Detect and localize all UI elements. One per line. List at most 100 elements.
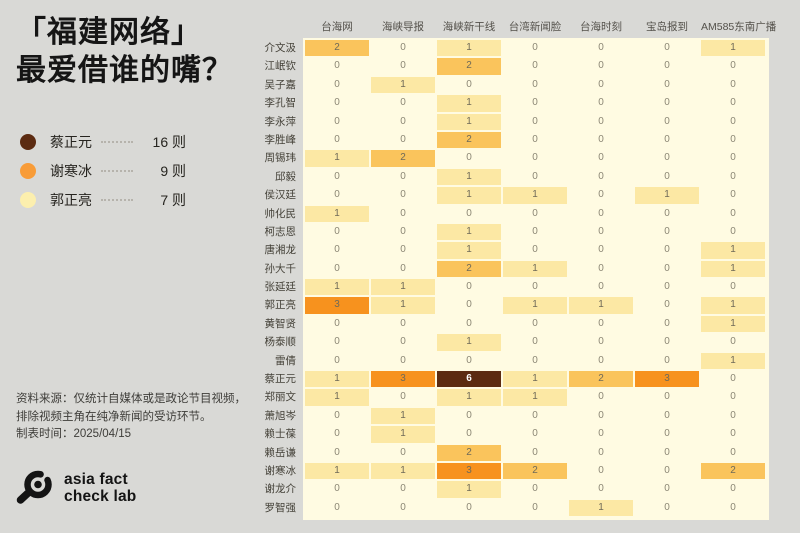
heatmap-cell: 1 <box>701 40 765 57</box>
heatmap-cell: 0 <box>437 426 501 443</box>
heatmap-cell: 0 <box>371 481 435 498</box>
heatmap-cell: 1 <box>437 481 501 498</box>
heatmap-cell: 0 <box>437 76 501 94</box>
heatmap-cell: 6 <box>437 371 501 388</box>
heatmap: 台海网 海峡导报 海峡新干线 台湾新闻脸 台海时刻 宝岛报到 AM585东南广播 介文汲 2 0 1… <box>257 16 776 517</box>
legend-count: 16 则 <box>152 134 186 150</box>
heatmap-cell: 0 <box>569 481 633 498</box>
heatmap-cell: 1 <box>305 205 369 222</box>
heatmap-row-label: 李胜峰 <box>264 133 297 146</box>
heatmap-cell: 0 <box>701 389 765 406</box>
heatmap-cell: 2 <box>437 260 501 278</box>
heatmap-cell: 2 <box>569 371 633 388</box>
heatmap-cell: 0 <box>305 187 369 204</box>
heatmap-cell: 0 <box>437 499 501 517</box>
heatmap-cell: 0 <box>701 499 765 517</box>
heatmap-cell: 0 <box>305 315 369 333</box>
heatmap-cell: 0 <box>635 205 699 222</box>
heatmap-cell: 0 <box>305 407 369 425</box>
heatmap-cell: 0 <box>701 150 765 167</box>
heatmap-cell: 0 <box>701 76 765 94</box>
heatmap-row-label: 张延廷 <box>264 281 297 294</box>
heatmap-corner <box>257 16 303 38</box>
heatmap-cell: 1 <box>371 297 435 314</box>
heatmap-row-label: 蔡正元 <box>264 373 297 386</box>
heatmap-cell: 0 <box>503 242 567 259</box>
heatmap-cell: 1 <box>371 279 435 296</box>
heatmap-cell: 1 <box>371 462 435 480</box>
heatmap-cell: 0 <box>635 279 699 296</box>
heatmap-cell: 1 <box>437 40 501 57</box>
heatmap-row-label: 帅化民 <box>264 207 297 220</box>
heatmap-cell: 0 <box>503 113 567 130</box>
heatmap-cell: 0 <box>701 95 765 112</box>
heatmap-cell: 1 <box>503 297 567 314</box>
heatmap-cell: 0 <box>569 242 633 259</box>
brand-logo-line-2: check lab <box>64 488 137 505</box>
heatmap-cell: 0 <box>371 205 435 222</box>
heatmap-cell: 0 <box>305 58 369 75</box>
heatmap-cell: 0 <box>569 58 633 75</box>
heatmap-cell: 0 <box>635 389 699 406</box>
heatmap-row-label: 吴子嘉 <box>264 78 297 91</box>
heatmap-cell: 0 <box>371 95 435 112</box>
heatmap-cell: 2 <box>305 40 369 57</box>
title-line-2: 最爱借谁的嘴？ <box>16 54 233 87</box>
heatmap-cell: 0 <box>371 352 435 370</box>
heatmap-col-header: 台海时刻 <box>580 21 622 33</box>
heatmap-cell: 0 <box>701 426 765 443</box>
page-title: 「福建网络」 最爱借谁的嘴？ <box>16 14 233 90</box>
heatmap-cell: 0 <box>503 95 567 112</box>
heatmap-row-label: 李永萍 <box>264 115 297 128</box>
heatmap-cell: 1 <box>371 426 435 443</box>
heatmap-cell: 3 <box>437 462 501 480</box>
source-line-1: 资料来源：仅统计自媒体或是政论节目视频， <box>16 393 246 405</box>
heatmap-cell: 0 <box>305 426 369 443</box>
heatmap-row-label: 周锡玮 <box>264 152 297 165</box>
legend-dotted-leader <box>101 141 133 143</box>
heatmap-cell: 0 <box>635 58 699 75</box>
heatmap-row-label: 江岷钦 <box>264 60 297 73</box>
heatmap-cell: 0 <box>569 352 633 370</box>
heatmap-cell: 0 <box>503 334 567 351</box>
heatmap-cell: 1 <box>437 95 501 112</box>
heatmap-cell: 0 <box>569 168 633 186</box>
heatmap-cell: 0 <box>305 481 369 498</box>
heatmap-row-label: 谢龙介 <box>264 483 297 496</box>
heatmap-cell: 0 <box>701 168 765 186</box>
heatmap-cell: 0 <box>701 407 765 425</box>
heatmap-cell: 0 <box>437 205 501 222</box>
heatmap-cell: 0 <box>569 131 633 149</box>
heatmap-cell: 0 <box>437 297 501 314</box>
heatmap-cell: 3 <box>371 371 435 388</box>
heatmap-cell: 0 <box>371 168 435 186</box>
brand-logo-text: asia fact check lab <box>64 471 136 505</box>
heatmap-cell: 0 <box>569 334 633 351</box>
heatmap-cell: 1 <box>503 187 567 204</box>
heatmap-cell: 0 <box>635 426 699 443</box>
heatmap-cell: 1 <box>503 260 567 278</box>
heatmap-cell: 1 <box>437 389 501 406</box>
heatmap-row-label: 赖岳谦 <box>264 446 297 459</box>
heatmap-row-label: 李孔智 <box>264 97 297 110</box>
heatmap-cell: 1 <box>701 297 765 314</box>
heatmap-cell: 1 <box>305 150 369 167</box>
heatmap-row-label: 黄智贤 <box>264 317 297 330</box>
heatmap-cell: 1 <box>437 187 501 204</box>
heatmap-cell: 2 <box>437 131 501 149</box>
legend-name: 谢寒冰 <box>50 163 92 179</box>
heatmap-cell: 2 <box>437 444 501 461</box>
heatmap-cell: 0 <box>371 242 435 259</box>
heatmap-cell: 0 <box>503 205 567 222</box>
heatmap-cell: 0 <box>371 499 435 517</box>
heatmap-cell: 0 <box>503 444 567 461</box>
heatmap-cell: 1 <box>305 371 369 388</box>
heatmap-cell: 1 <box>437 242 501 259</box>
heatmap-cell: 0 <box>305 131 369 149</box>
heatmap-cell: 0 <box>371 315 435 333</box>
heatmap-row-label: 介文汲 <box>264 42 297 54</box>
heatmap-cell: 0 <box>569 205 633 222</box>
legend-count: 9 则 <box>160 163 186 179</box>
heatmap-cell: 0 <box>371 334 435 351</box>
heatmap-cell: 1 <box>701 242 765 259</box>
